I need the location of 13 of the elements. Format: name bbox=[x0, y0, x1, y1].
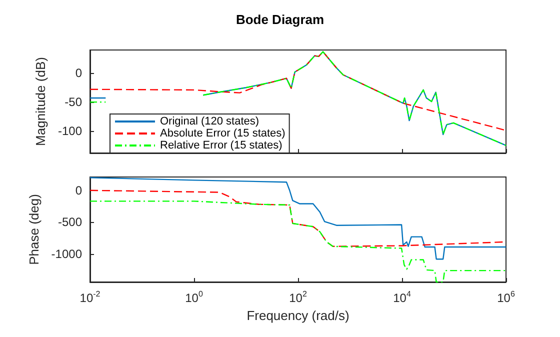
y-axis-title: Magnitude (dB) bbox=[33, 57, 48, 146]
x-axis-title: Frequency (rad/s) bbox=[246, 308, 350, 323]
y-tick-label: -50 bbox=[64, 95, 82, 110]
y-tick-label: -100 bbox=[58, 124, 82, 138]
legend-label: Original (120 states) bbox=[160, 116, 260, 128]
legend-label: Absolute Error (15 states) bbox=[160, 128, 286, 140]
y-tick-label: 0 bbox=[75, 183, 82, 198]
legend-label: Relative Error (15 states) bbox=[160, 140, 282, 152]
chart-title: Bode Diagram bbox=[236, 12, 324, 27]
y-tick-label: -500 bbox=[58, 215, 82, 230]
y-tick-label: 0 bbox=[75, 66, 82, 80]
y-axis-title: Phase (deg) bbox=[26, 194, 42, 265]
y-tick-label: -1000 bbox=[51, 247, 82, 261]
